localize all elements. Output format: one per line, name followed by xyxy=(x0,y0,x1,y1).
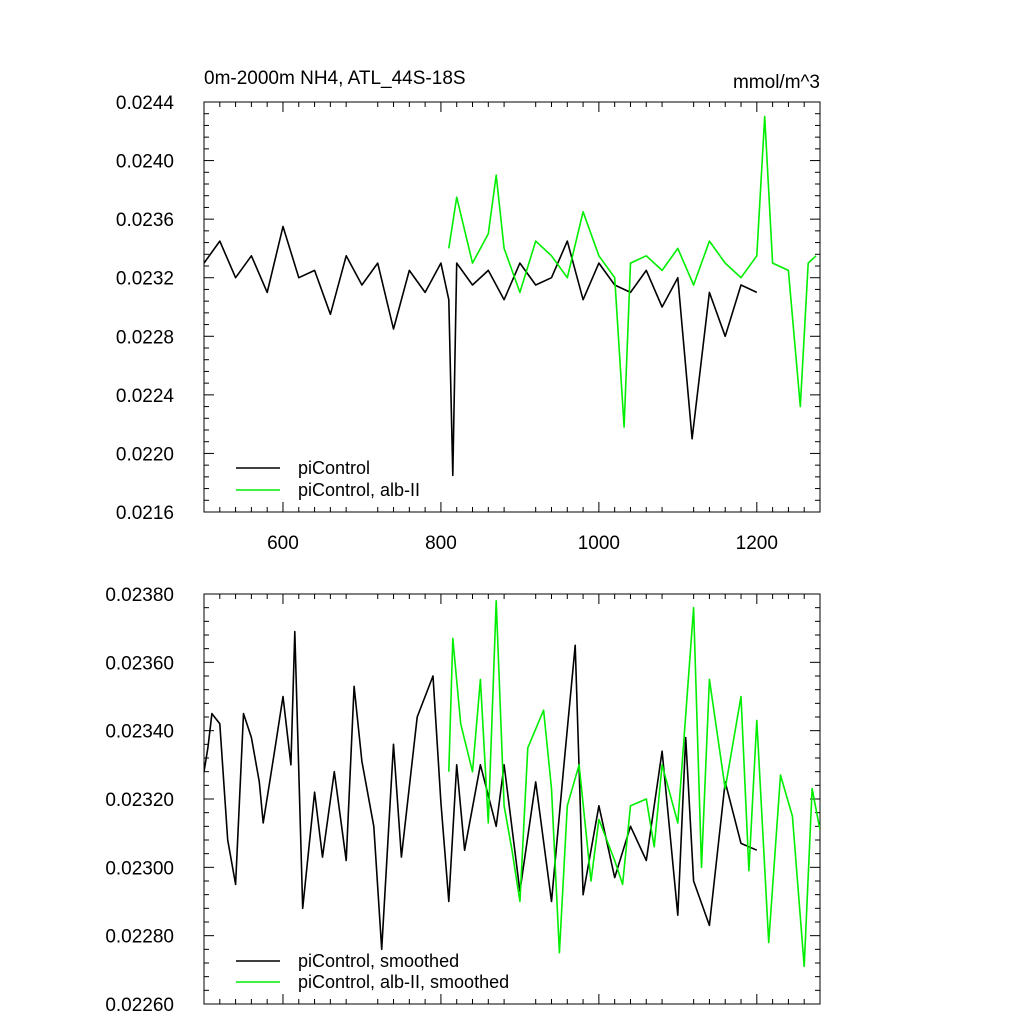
bottom-y-tick-label: 0.02380 xyxy=(105,585,174,606)
bottom-series-line-alb-ii xyxy=(448,599,820,968)
top-y-tick-label: 0.0224 xyxy=(116,386,175,407)
units-label: mmol/m^3 xyxy=(733,72,820,93)
top-series-line-alb-ii xyxy=(448,115,817,428)
top-x-tick-label: 800 xyxy=(425,533,457,554)
top-y-tick-label: 0.0220 xyxy=(116,444,174,465)
top-y-tick-label: 0.0216 xyxy=(116,503,174,524)
top-y-tick-label: 0.0236 xyxy=(116,210,174,231)
top-panel: 0m-2000m NH4, ATL_44S-18S mmol/m^3 600 80… xyxy=(116,68,821,554)
top-x-tick-label: 1000 xyxy=(578,533,620,554)
top-legend-label: piControl, alb-II xyxy=(298,480,420,500)
bottom-y-tick-label: 0.02280 xyxy=(105,927,174,948)
top-plot-area: 600 800 1000 1200 0.0216 0.0220 0.0224 0.0228 0.… xyxy=(116,93,821,554)
top-legend-label: piControl xyxy=(298,458,370,478)
bottom-y-tick-label: 0.02320 xyxy=(105,790,174,811)
bottom-axes-frame xyxy=(203,593,821,1005)
bottom-y-tick-label: 0.02360 xyxy=(105,653,174,674)
top-x-tick-label: 1200 xyxy=(736,533,778,554)
top-y-tick-label: 0.0228 xyxy=(116,327,174,348)
bottom-y-tick-label: 0.02300 xyxy=(105,858,174,879)
chart-title: 0m-2000m NH4, ATL_44S-18S xyxy=(204,68,466,89)
bottom-panel: 0.02260 0.02280 0.02300 0.02320 0.02340 0.023… xyxy=(105,585,821,1016)
top-y-tick-label: 0.0232 xyxy=(116,269,174,290)
bottom-legend-label: piControl, smoothed xyxy=(298,951,459,971)
top-series-line-picontrol xyxy=(204,225,758,477)
bottom-y-tick-label: 0.02260 xyxy=(105,995,174,1016)
bottom-series-line-picontrol xyxy=(204,630,758,951)
top-x-tick-label: 600 xyxy=(267,533,299,554)
bottom-y-tick-label: 0.02340 xyxy=(105,722,174,743)
top-y-tick-label: 0.0244 xyxy=(116,93,175,114)
bottom-plot-area: 0.02260 0.02280 0.02300 0.02320 0.02340 0.023… xyxy=(105,585,821,1016)
top-y-tick-label: 0.0240 xyxy=(116,152,174,173)
top-axes-frame xyxy=(203,101,821,513)
bottom-legend-label: piControl, alb-II, smoothed xyxy=(298,972,509,992)
